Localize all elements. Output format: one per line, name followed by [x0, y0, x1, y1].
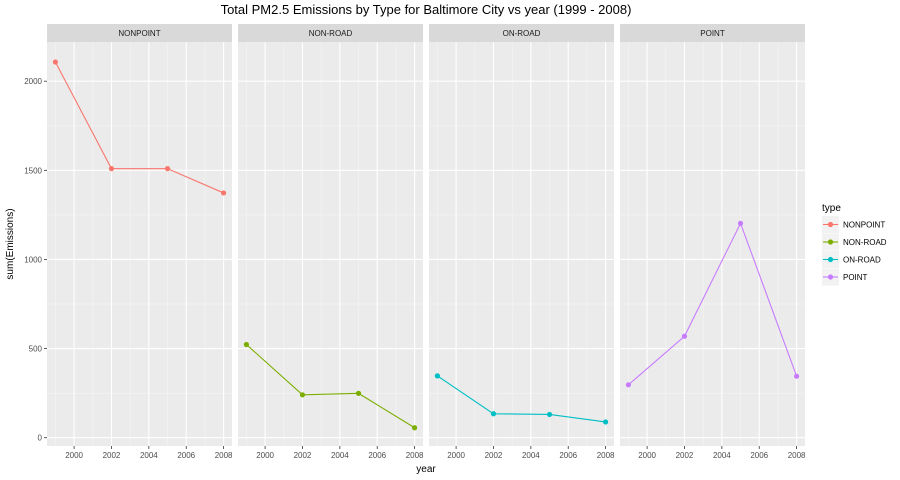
x-tick-label: 2004	[331, 451, 349, 460]
legend-key-point	[827, 239, 834, 245]
series-line-on-road	[437, 375, 606, 423]
x-tick-label: 2008	[215, 451, 233, 460]
legend-key-point	[827, 256, 834, 263]
data-point	[546, 411, 553, 418]
x-tick-label: 2002	[485, 451, 503, 460]
x-tick-label: 2006	[559, 451, 577, 460]
facet-strip-label: POINT	[700, 29, 725, 38]
panel-background	[47, 42, 232, 446]
facet-strip	[238, 24, 423, 42]
x-tick-label: 2004	[140, 451, 158, 460]
y-tick-label: 0	[38, 434, 43, 443]
panel-background	[429, 42, 614, 446]
legend-item-nonpoint: NONPOINT	[822, 216, 885, 233]
data-point	[355, 390, 362, 396]
y-axis-ticks: 0 500 1000 1500 2000	[24, 77, 47, 443]
facet-panel-non-road: NON-ROAD 2000 2002 2004 2006 2008	[238, 24, 424, 460]
data-point	[793, 373, 800, 379]
data-point	[299, 392, 306, 398]
panel-background	[620, 42, 805, 446]
legend-title: type	[822, 203, 841, 214]
facet-strip	[620, 24, 805, 42]
y-tick-label: 1500	[24, 166, 42, 175]
data-point	[108, 166, 115, 172]
facet-strip-label: ON-ROAD	[503, 29, 541, 38]
x-axis-title: year	[416, 464, 436, 475]
facet-panel-point: POINT 2000 2002 2004 2006 2008	[620, 24, 806, 460]
y-tick-label: 2000	[24, 77, 42, 86]
legend: type NONPOINT NON-ROAD ON-ROAD POINT	[822, 203, 887, 286]
y-axis-title: sum(Emissions)	[5, 208, 16, 279]
legend-item-non-road: NON-ROAD	[822, 233, 887, 251]
series-line-non-road	[246, 344, 415, 429]
data-point	[52, 59, 59, 65]
legend-label: NON-ROAD	[843, 238, 887, 247]
series-line-nonpoint	[54, 61, 224, 194]
data-point	[243, 341, 250, 348]
legend-key-point	[827, 274, 834, 280]
x-tick-label: 2008	[597, 451, 615, 460]
x-tick-label: 2004	[522, 451, 540, 460]
x-tick-label: 2006	[750, 451, 768, 460]
facet-strip-label: NON-ROAD	[309, 29, 353, 38]
facet-strip-label: NONPOINT	[118, 29, 160, 38]
x-tick-label: 2002	[294, 451, 312, 460]
x-tick-label: 2000	[447, 451, 465, 460]
data-point	[411, 425, 418, 431]
data-point	[681, 333, 688, 339]
x-tick-label: 2006	[177, 451, 195, 460]
data-point	[220, 190, 227, 196]
x-tick-label: 2000	[65, 451, 83, 460]
x-tick-label: 2002	[103, 451, 121, 460]
chart-title: Total PM2.5 Emissions by Type for Baltim…	[221, 2, 632, 17]
y-tick-label: 1000	[24, 255, 42, 264]
data-point	[625, 382, 632, 388]
x-tick-label: 2002	[676, 451, 694, 460]
data-point	[602, 419, 609, 425]
data-point	[737, 220, 744, 226]
legend-label: ON-ROAD	[843, 256, 881, 265]
legend-label: NONPOINT	[843, 221, 885, 230]
legend-key-point	[827, 221, 834, 228]
legend-item-point: POINT	[822, 268, 868, 286]
facet-panel-on-road: ON-ROAD 2000 2002 2004 2006 2008	[429, 24, 615, 460]
facet-strip	[429, 24, 614, 42]
x-tick-label: 2008	[406, 451, 424, 460]
facet-panel-nonpoint: NONPOINT 2000 2002 2004 2006 2008	[47, 24, 233, 460]
data-point	[490, 411, 497, 417]
x-tick-label: 2000	[256, 451, 274, 460]
legend-item-on-road: ON-ROAD	[822, 251, 881, 268]
x-tick-label: 2000	[638, 451, 656, 460]
x-tick-label: 2008	[788, 451, 806, 460]
facet-strip	[47, 24, 232, 42]
legend-items: NONPOINT NON-ROAD ON-ROAD POINT	[822, 216, 887, 286]
y-tick-label: 500	[29, 345, 43, 354]
x-tick-label: 2006	[368, 451, 386, 460]
x-tick-label: 2004	[713, 451, 731, 460]
panel-background	[238, 42, 423, 446]
series-line-point	[628, 221, 798, 386]
data-point	[434, 373, 441, 379]
legend-label: POINT	[843, 273, 868, 282]
facet-panels: NONPOINT 2000 2002 2004 2006 2008 NON-ROAD 2000…	[47, 24, 806, 460]
data-point	[164, 166, 171, 172]
